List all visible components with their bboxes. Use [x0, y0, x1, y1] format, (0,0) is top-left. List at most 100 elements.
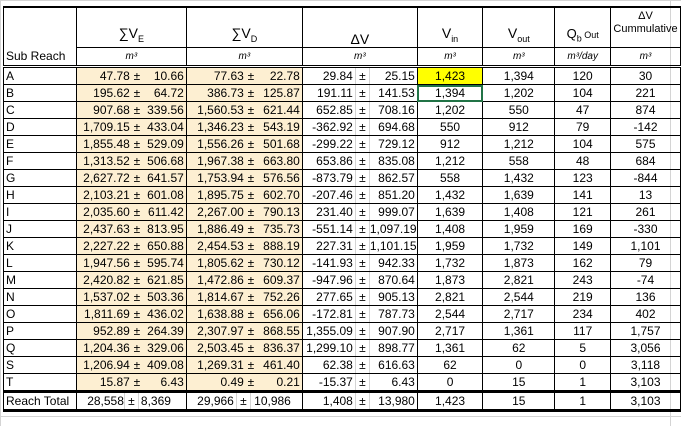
header-vout[interactable]: Vout [482, 6, 556, 48]
cell-vin[interactable]: 2,821 [416, 288, 484, 306]
cell-vout[interactable]: 0 [482, 356, 556, 374]
cell-vd[interactable]: 1,269.31 ±461.40 [185, 356, 303, 374]
unit-cum[interactable]: m³ [609, 47, 681, 68]
cell-qb[interactable]: 117 [554, 322, 611, 340]
cell-vd[interactable]: 2,307.97 ±868.55 [185, 322, 303, 340]
cell-qb[interactable]: 141 [554, 186, 611, 204]
cell-vin[interactable]: 2,544 [416, 305, 484, 323]
cell-vout[interactable]: 15 [482, 373, 556, 392]
cell-sub-reach[interactable]: D [3, 118, 77, 136]
cell-vin[interactable]: 1,873 [416, 271, 484, 289]
cell-vout[interactable]: 912 [482, 118, 556, 136]
cell-ve[interactable]: 2,420.82 ±621.85 [75, 271, 187, 289]
cell-vin[interactable]: 1,639 [416, 203, 484, 221]
cell-ve[interactable]: 1,855.48 ±529.09 [75, 135, 187, 153]
cell-qb[interactable]: 0 [554, 356, 611, 374]
cell-sub-reach[interactable]: O [3, 305, 77, 323]
cell-vd[interactable]: 1,814.67 ±752.26 [185, 288, 303, 306]
cell-vin[interactable]: 912 [416, 135, 484, 153]
cell-dv[interactable]: -172.81 ±787.73 [301, 305, 418, 323]
cell-qb[interactable]: 79 [554, 118, 611, 136]
cell-ve[interactable]: 952.89 ±264.39 [75, 322, 187, 340]
cell-vout[interactable]: 558 [482, 152, 556, 170]
cell-vd[interactable]: 1,753.94 ±576.56 [185, 169, 303, 187]
cell-vout[interactable]: 1,959 [482, 220, 556, 238]
cell-cumulative[interactable]: 3,103 [609, 373, 681, 392]
cell-qb[interactable]: 104 [554, 84, 611, 102]
cell-cumulative[interactable]: -844 [609, 169, 681, 187]
cell-vout[interactable]: 2,717 [482, 305, 556, 323]
cell-cumulative[interactable]: 79 [609, 254, 681, 272]
cell-vin[interactable]: 1,361 [416, 339, 484, 357]
cell-total-vd[interactable]: 29,966 ±10,986 [185, 390, 303, 412]
cell-sub-reach[interactable]: S [3, 356, 77, 374]
cell-cumulative[interactable]: 684 [609, 152, 681, 170]
cell-vout[interactable]: 1,202 [482, 84, 556, 102]
cell-vd[interactable]: 1,886.49 ±735.73 [185, 220, 303, 238]
header-dv[interactable]: ΔV [301, 6, 418, 48]
cell-vd[interactable]: 2,267.00 ±790.13 [185, 203, 303, 221]
cell-dv[interactable]: -551.14 ±1,097.19 [301, 220, 418, 238]
cell-dv[interactable]: 231.40 ±999.07 [301, 203, 418, 221]
cell-dv[interactable]: -15.37 ±6.43 [301, 373, 418, 392]
cell-vd[interactable]: 1,895.75 ±602.70 [185, 186, 303, 204]
cell-dv[interactable]: -141.93 ±942.33 [301, 254, 418, 272]
cell-dv[interactable]: -947.96 ±870.64 [301, 271, 418, 289]
cell-cumulative[interactable]: 30 [609, 66, 681, 85]
cell-cumulative[interactable]: 221 [609, 84, 681, 102]
cell-sub-reach[interactable]: E [3, 135, 77, 153]
cell-dv[interactable]: 653.86 ±835.08 [301, 152, 418, 170]
cell-dv[interactable]: 191.11 ±141.53 [301, 84, 418, 102]
header-vd[interactable]: ∑VD [185, 6, 303, 48]
cell-vd[interactable]: 77.63 ±22.78 [185, 66, 303, 85]
cell-total-label[interactable]: Reach Total [3, 390, 77, 412]
cell-ve[interactable]: 47.78 ±10.66 [75, 66, 187, 85]
cell-qb[interactable]: 1 [554, 373, 611, 392]
unit-qb[interactable]: m³/day [554, 47, 611, 68]
cell-vout[interactable]: 1,212 [482, 135, 556, 153]
cell-cumulative[interactable]: 1,757 [609, 322, 681, 340]
cell-ve[interactable]: 2,627.72 ±641.57 [75, 169, 187, 187]
cell-vd[interactable]: 1,472.86 ±609.37 [185, 271, 303, 289]
cell-dv[interactable]: 277.65 ±905.13 [301, 288, 418, 306]
cell-cumulative[interactable]: 3,056 [609, 339, 681, 357]
cell-ve[interactable]: 1,537.02 ±503.36 [75, 288, 187, 306]
cell-sub-reach[interactable]: Q [3, 339, 77, 357]
cell-sub-reach[interactable]: T [3, 373, 77, 392]
cell-cumulative[interactable]: 874 [609, 101, 681, 119]
cell-sub-reach[interactable]: G [3, 169, 77, 187]
cell-sub-reach[interactable]: N [3, 288, 77, 306]
cell-vin[interactable]: 1,959 [416, 237, 484, 255]
cell-vin[interactable]: 1,423 [416, 66, 484, 85]
cell-vout[interactable]: 1,394 [482, 66, 556, 85]
cell-ve[interactable]: 1,313.52 ±506.68 [75, 152, 187, 170]
cell-qb[interactable]: 104 [554, 135, 611, 153]
cell-vout[interactable]: 2,821 [482, 271, 556, 289]
cell-qb[interactable]: 234 [554, 305, 611, 323]
cell-ve[interactable]: 1,709.15 ±433.04 [75, 118, 187, 136]
cell-sub-reach[interactable]: I [3, 203, 77, 221]
header-ve[interactable]: ∑VE [75, 6, 187, 48]
cell-cumulative[interactable]: 13 [609, 186, 681, 204]
cell-sub-reach[interactable]: C [3, 101, 77, 119]
cell-sub-reach[interactable]: H [3, 186, 77, 204]
cell-ve[interactable]: 1,206.94 ±409.08 [75, 356, 187, 374]
cell-ve[interactable]: 2,035.60 ±611.42 [75, 203, 187, 221]
unit-ve[interactable]: m³ [75, 47, 187, 68]
cell-vout[interactable]: 1,432 [482, 169, 556, 187]
cell-dv[interactable]: -362.92 ±694.68 [301, 118, 418, 136]
cell-sub-reach[interactable]: P [3, 322, 77, 340]
cell-ve[interactable]: 2,227.22 ±650.88 [75, 237, 187, 255]
cell-vd[interactable]: 1,560.53 ±621.44 [185, 101, 303, 119]
cell-dv[interactable]: 1,355.09 ±907.90 [301, 322, 418, 340]
cell-sub-reach[interactable]: M [3, 271, 77, 289]
cell-vin[interactable]: 1,394 [416, 84, 484, 102]
cell-sub-reach[interactable]: A [3, 66, 77, 85]
cell-ve[interactable]: 907.68 ±339.56 [75, 101, 187, 119]
cell-ve[interactable]: 1,947.56 ±595.74 [75, 254, 187, 272]
cell-vd[interactable]: 2,503.45 ±836.37 [185, 339, 303, 357]
cell-vout[interactable]: 1,408 [482, 203, 556, 221]
cell-vin[interactable]: 558 [416, 169, 484, 187]
cell-qb[interactable]: 120 [554, 66, 611, 85]
cell-vin[interactable]: 0 [416, 373, 484, 392]
